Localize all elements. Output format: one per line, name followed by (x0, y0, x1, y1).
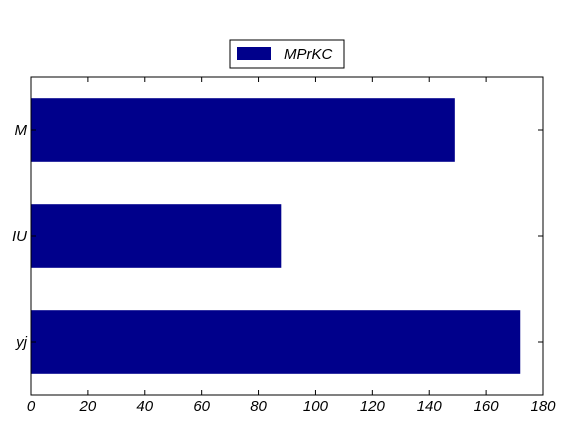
x-tick-label: 160 (474, 398, 500, 415)
x-tick-label: 80 (250, 398, 267, 415)
x-tick-label: 100 (303, 398, 329, 415)
x-tick-label: 40 (136, 398, 153, 415)
x-tick-label: 20 (79, 398, 97, 415)
legend-swatch (237, 47, 271, 60)
plot-frame (30, 76, 544, 396)
legend-label: MPrKC (284, 46, 333, 63)
bar-IU (31, 204, 282, 268)
bar-yj (31, 310, 521, 374)
y-tick-label: M (15, 122, 28, 139)
x-tick-label: 120 (360, 398, 386, 415)
x-tick-label: 0 (27, 398, 36, 415)
x-tick-label: 140 (417, 398, 443, 415)
bars-group (31, 98, 521, 374)
bar-M (31, 98, 455, 162)
y-tick-label: IU (12, 228, 27, 245)
y-tick-label: yj (15, 334, 28, 351)
x-tick-label: 180 (530, 398, 556, 415)
ticks-group: yj IU M 0 20 40 60 80 100 120 140 160 180 (12, 77, 556, 415)
legend: MPrKC (229, 39, 345, 69)
x-tick-label: 60 (193, 398, 210, 415)
